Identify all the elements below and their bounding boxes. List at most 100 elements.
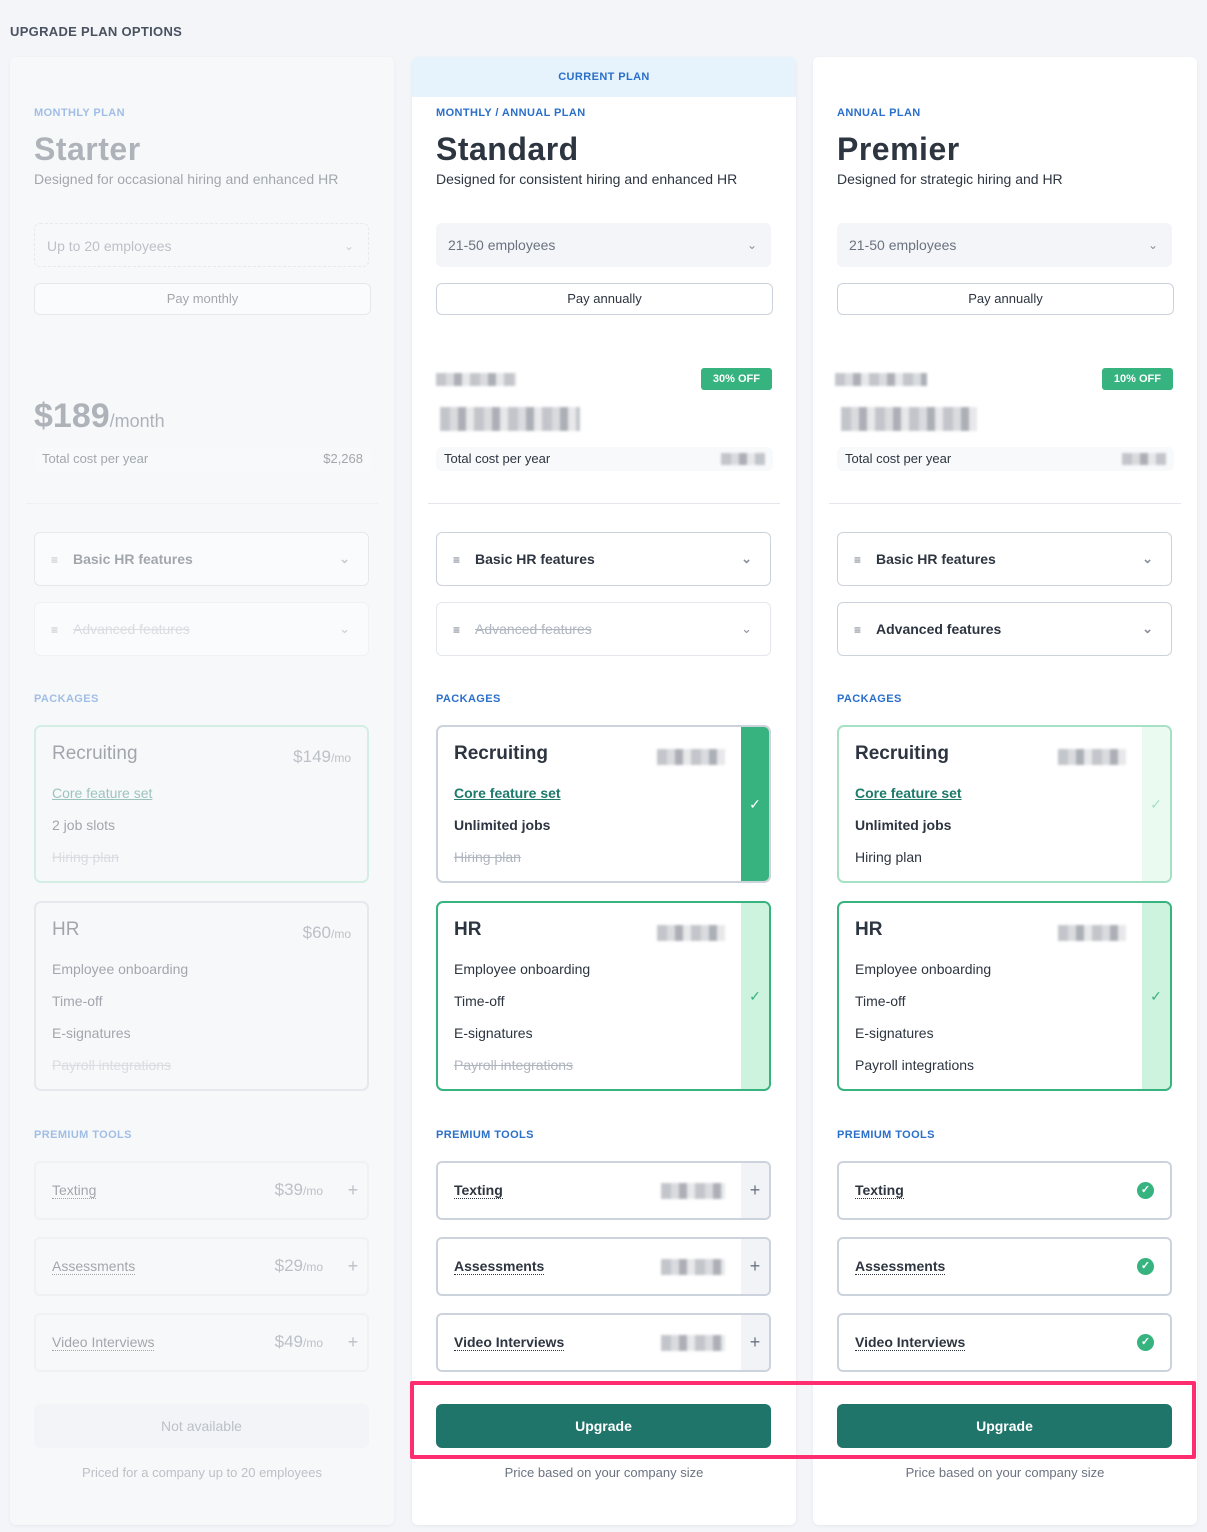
not-available-button: Not available bbox=[34, 1404, 369, 1448]
tool-texting[interactable]: Texting $39/mo + bbox=[34, 1161, 369, 1220]
tool-video-interviews[interactable]: Video Interviews + bbox=[436, 1313, 771, 1372]
employee-count-select[interactable]: 21-50 employees ⌄ bbox=[436, 223, 771, 267]
tool-name[interactable]: Video Interviews bbox=[454, 1334, 565, 1351]
plan-description: Designed for strategic hiring and HR bbox=[837, 171, 1063, 187]
tool-video-interviews[interactable]: Video Interviews $49/mo + bbox=[34, 1313, 369, 1372]
plus-icon[interactable]: + bbox=[741, 1239, 769, 1294]
package-recruiting[interactable]: Recruiting Core feature set Unlimited jo… bbox=[837, 725, 1172, 883]
divider bbox=[829, 503, 1181, 504]
package-hr[interactable]: HR Employee onboarding Time-off E-signat… bbox=[837, 901, 1172, 1091]
tool-price: $49/mo bbox=[275, 1332, 323, 1352]
feature-accordion-basic[interactable]: ≡ Basic HR features ⌄ bbox=[837, 532, 1172, 586]
plan-card-standard: CURRENT PLAN MONTHLY / ANNUAL PLAN Stand… bbox=[412, 57, 796, 1525]
package-item: Employee onboarding bbox=[454, 961, 591, 977]
package-item-excluded: Hiring plan bbox=[52, 849, 119, 865]
check-circle-icon: ✓ bbox=[1137, 1182, 1154, 1199]
package-hr[interactable]: HR Employee onboarding Time-off E-signat… bbox=[436, 901, 771, 1091]
employee-count-select[interactable]: 21-50 employees ⌄ bbox=[837, 223, 1172, 267]
list-icon: ≡ bbox=[51, 553, 59, 567]
tool-video-interviews[interactable]: Video Interviews ✓ bbox=[837, 1313, 1172, 1372]
package-item: Payroll integrations bbox=[855, 1057, 975, 1073]
package-item: Unlimited jobs bbox=[454, 817, 551, 833]
package-hr[interactable]: HR $60/mo Employee onboarding Time-off E… bbox=[34, 901, 369, 1091]
feature-accordion-advanced[interactable]: ≡ Advanced features ⌄ bbox=[837, 602, 1172, 656]
billing-toggle[interactable]: Pay monthly bbox=[34, 283, 371, 315]
billing-toggle[interactable]: Pay annually bbox=[436, 283, 773, 315]
package-item-link[interactable]: Core feature set bbox=[855, 785, 962, 801]
tool-name[interactable]: Video Interviews bbox=[855, 1334, 966, 1351]
chevron-down-icon: ⌄ bbox=[343, 239, 354, 253]
feature-accordion-advanced[interactable]: ≡ Advanced features ⌄ bbox=[34, 602, 369, 656]
package-recruiting[interactable]: Recruiting Core feature set Unlimited jo… bbox=[436, 725, 771, 883]
package-item: E-signatures bbox=[52, 1025, 131, 1041]
plus-icon[interactable]: + bbox=[741, 1163, 769, 1218]
premium-tools-label: PREMIUM TOOLS bbox=[436, 1129, 534, 1141]
chevron-down-icon: ⌄ bbox=[339, 621, 350, 636]
premium-tools-label: PREMIUM TOOLS bbox=[34, 1129, 132, 1141]
feature-label: Advanced features bbox=[73, 621, 190, 637]
pricing-note: Priced for a company up to 20 employees bbox=[82, 1465, 322, 1480]
upgrade-button[interactable]: Upgrade bbox=[837, 1404, 1172, 1448]
package-item: E-signatures bbox=[855, 1025, 934, 1041]
total-cost-row: Total cost per year bbox=[436, 447, 773, 471]
plan-card-starter: MONTHLY PLAN Starter Designed for occasi… bbox=[10, 57, 394, 1525]
tool-name[interactable]: Assessments bbox=[855, 1258, 946, 1275]
redacted-price bbox=[1058, 925, 1126, 941]
price-value: $189 bbox=[34, 397, 110, 435]
price-value: $49 bbox=[274, 1332, 303, 1351]
package-name: Recruiting bbox=[52, 743, 138, 764]
redacted-price bbox=[657, 925, 725, 941]
list-icon: ≡ bbox=[453, 623, 461, 637]
plus-icon[interactable]: + bbox=[347, 1332, 359, 1352]
tool-name[interactable]: Texting bbox=[855, 1182, 904, 1199]
package-recruiting[interactable]: Recruiting $149/mo Core feature set 2 jo… bbox=[34, 725, 369, 883]
feature-accordion-basic[interactable]: ≡ Basic HR features ⌄ bbox=[436, 532, 771, 586]
price-unit: /mo bbox=[330, 751, 351, 765]
plan-title: Premier bbox=[837, 131, 960, 167]
plus-icon[interactable]: + bbox=[347, 1180, 359, 1200]
check-icon: ✓ bbox=[741, 727, 769, 881]
plan-type: MONTHLY / ANNUAL PLAN bbox=[436, 107, 586, 119]
package-item-link[interactable]: Core feature set bbox=[52, 785, 153, 801]
package-item: 2 job slots bbox=[52, 817, 116, 833]
redacted-original-price bbox=[436, 373, 516, 386]
total-label: Total cost per year bbox=[42, 451, 149, 466]
package-price: $149/mo bbox=[293, 747, 351, 767]
plus-icon[interactable]: + bbox=[347, 1256, 359, 1276]
packages-label: PACKAGES bbox=[837, 693, 902, 705]
employee-count-select[interactable]: Up to 20 employees ⌄ bbox=[34, 223, 369, 267]
package-item: Time-off bbox=[52, 993, 103, 1009]
chevron-down-icon: ⌄ bbox=[1147, 238, 1158, 252]
plan-price: $189/month bbox=[34, 397, 165, 436]
plan-title: Starter bbox=[34, 131, 141, 167]
check-circle-icon: ✓ bbox=[1137, 1258, 1154, 1275]
total-label: Total cost per year bbox=[444, 451, 551, 466]
select-value: 21-50 employees bbox=[448, 237, 556, 253]
feature-accordion-advanced[interactable]: ≡ Advanced features ⌄ bbox=[436, 602, 771, 656]
plan-description: Designed for consistent hiring and enhan… bbox=[436, 171, 738, 187]
package-name: HR bbox=[855, 919, 883, 940]
tool-texting[interactable]: Texting ✓ bbox=[837, 1161, 1172, 1220]
tool-assessments[interactable]: Assessments + bbox=[436, 1237, 771, 1296]
discount-badge: 10% OFF bbox=[1101, 368, 1173, 390]
plan-type: MONTHLY PLAN bbox=[34, 107, 125, 119]
billing-toggle[interactable]: Pay annually bbox=[837, 283, 1174, 315]
check-icon: ✓ bbox=[1142, 903, 1170, 1089]
package-item-link[interactable]: Core feature set bbox=[454, 785, 561, 801]
price-value: $60 bbox=[302, 923, 331, 942]
upgrade-button[interactable]: Upgrade bbox=[436, 1404, 771, 1448]
package-item: Unlimited jobs bbox=[855, 817, 952, 833]
tool-name[interactable]: Texting bbox=[454, 1182, 503, 1199]
package-price: $60/mo bbox=[303, 923, 351, 943]
tool-name[interactable]: Assessments bbox=[454, 1258, 545, 1275]
plus-icon[interactable]: + bbox=[741, 1315, 769, 1370]
tool-texting[interactable]: Texting + bbox=[436, 1161, 771, 1220]
check-icon: ✓ bbox=[741, 903, 769, 1089]
price-value: $29 bbox=[274, 1256, 303, 1275]
select-value: 21-50 employees bbox=[849, 237, 957, 253]
tool-assessments[interactable]: Assessments ✓ bbox=[837, 1237, 1172, 1296]
chevron-down-icon: ⌄ bbox=[741, 621, 752, 636]
tool-assessments[interactable]: Assessments $29/mo + bbox=[34, 1237, 369, 1296]
feature-label: Basic HR features bbox=[475, 551, 595, 567]
feature-accordion-basic[interactable]: ≡ Basic HR features ⌄ bbox=[34, 532, 369, 586]
